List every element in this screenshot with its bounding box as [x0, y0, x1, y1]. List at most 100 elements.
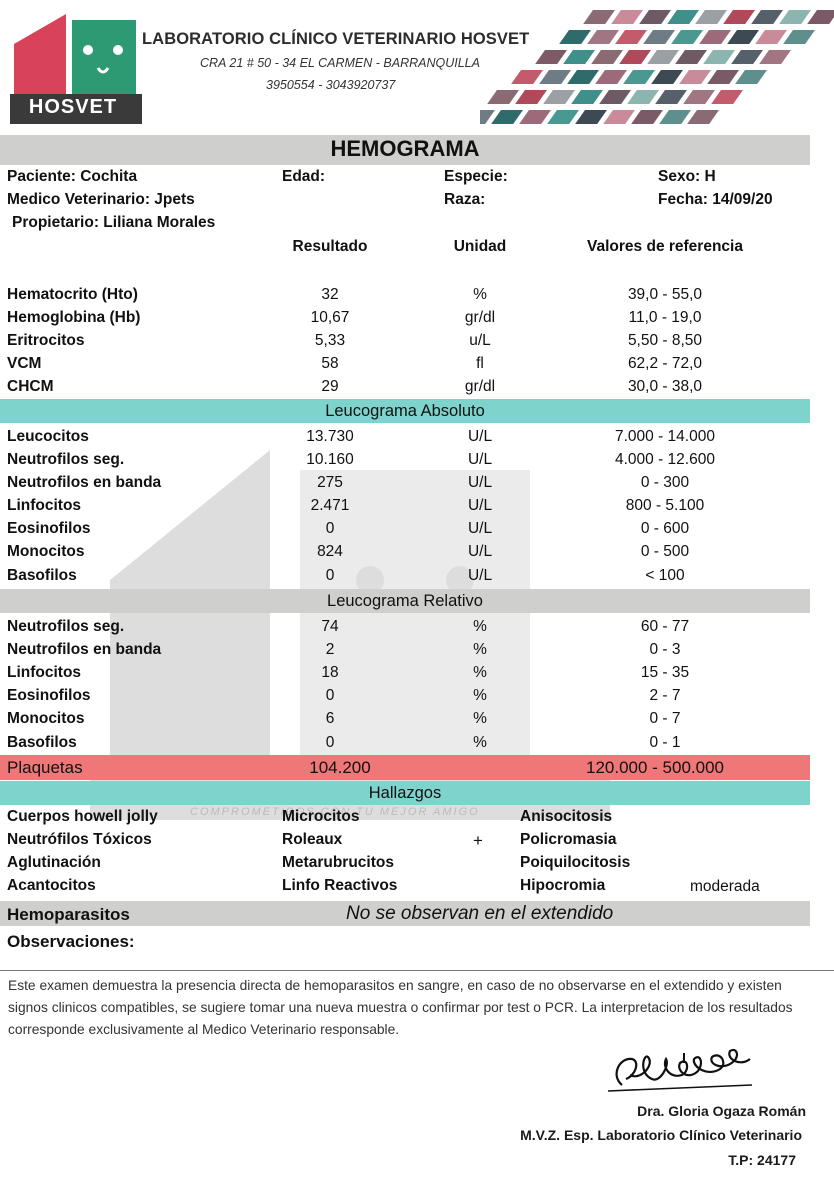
finding-item: Neutrófilos Tóxicos [7, 831, 152, 848]
row-value: 58 [321, 355, 339, 372]
row-ref: 39,0 - 55,0 [627, 286, 703, 303]
table-row: Monocitos 6 % 0 - 7 [0, 707, 834, 730]
row-unit: % [473, 286, 487, 303]
row-value: 0 [325, 687, 335, 704]
row-unit: U/L [467, 543, 493, 560]
row-unit: U/L [467, 497, 493, 514]
row-label: Neutrofilos seg. [7, 618, 125, 635]
row-label: Neutrofilos en banda [7, 474, 162, 491]
row-ref: 800 - 5.100 [625, 497, 705, 514]
row-value: 10.160 [306, 451, 354, 468]
title-bar [0, 135, 810, 165]
table-row: Neutrofilos seg. 74 % 60 - 77 [0, 615, 834, 638]
row-ref: 0 - 300 [640, 474, 690, 491]
table-row: Leucocitos 13.730 U/L 7.000 - 14.000 [0, 425, 834, 448]
row-unit: % [473, 734, 487, 751]
patient-species: Especie: [444, 168, 508, 185]
observaciones-label: Observaciones: [7, 932, 135, 951]
row-value: 0 [325, 520, 335, 537]
row-unit: U/L [467, 451, 493, 468]
row-unit: % [473, 618, 487, 635]
row-label: Eosinofilos [7, 520, 91, 537]
row-ref: 7.000 - 14.000 [615, 428, 715, 445]
table-row: Eosinofilos 0 % 2 - 7 [0, 684, 834, 707]
plaquetas-bar [0, 755, 810, 780]
patient-name: Paciente: Cochita [7, 168, 138, 185]
table-row: Hemoglobina (Hb) 10,67 gr/dl 11,0 - 19,0 [0, 306, 834, 329]
patient-date: Fecha: 14/09/20 [658, 191, 773, 208]
row-unit: gr/dl [464, 378, 496, 395]
row-value: 18 [321, 664, 339, 681]
row-ref: 60 - 77 [640, 618, 690, 635]
row-value: 5,33 [314, 332, 346, 349]
leuco-abs-title: Leucograma Absoluto [325, 402, 485, 420]
row-ref: 11,0 - 19,0 [628, 309, 702, 326]
table-row: Hematocrito (Hto) 32 % 39,0 - 55,0 [0, 283, 834, 306]
finding-item: Acantocitos [7, 877, 96, 894]
table-row: Eosinofilos 0 U/L 0 - 600 [0, 517, 834, 540]
row-label: Basofilos [7, 567, 77, 584]
finding-item: Anisocitosis [520, 808, 613, 825]
signature-name: Dra. Gloria Ogaza Román [637, 1103, 806, 1119]
table-row: CHCM 29 gr/dl 30,0 - 38,0 [0, 375, 834, 398]
disclaimer-text: Este examen demuestra la presencia direc… [8, 978, 793, 1037]
row-label: Leucocitos [7, 428, 89, 445]
row-unit: U/L [467, 474, 493, 491]
row-value: 275 [317, 474, 343, 491]
hemoparasitos-value: No se observan en el extendido [346, 903, 614, 924]
finding-item: Cuerpos howell jolly [7, 808, 158, 825]
page-title: HEMOGRAMA [330, 136, 480, 161]
row-label: Monocitos [7, 543, 85, 560]
row-unit: % [473, 710, 487, 727]
patient-row-3: Propietario: Liliana Morales [0, 211, 834, 234]
row-ref: < 100 [645, 567, 685, 584]
row-unit: U/L [467, 428, 493, 445]
table-row: Neutrofilos en banda 275 U/L 0 - 300 [0, 471, 834, 494]
signature-title: M.V.Z. Esp. Laboratorio Clínico Veterina… [520, 1127, 802, 1143]
hemoparasitos-label: Hemoparasitos [7, 905, 130, 924]
finding-item: Aglutinación [7, 854, 101, 871]
row-unit: gr/dl [464, 309, 496, 326]
column-headers: Resultado Unidad Valores de referencia [0, 235, 834, 258]
row-ref: 15 - 35 [640, 664, 690, 681]
row-ref: 0 - 600 [640, 520, 690, 537]
row-unit: % [473, 664, 487, 681]
patient-row-1: Paciente: Cochita Edad: Especie: Sexo: H [0, 165, 834, 188]
col-referencia: Valores de referencia [587, 238, 743, 255]
hallazgos-bar [0, 781, 810, 805]
row-ref: 4.000 - 12.600 [615, 451, 715, 468]
finding-value: moderada [690, 878, 760, 895]
leuco-abs-bar [0, 399, 810, 423]
leuco-rel-title: Leucograma Relativo [327, 592, 483, 610]
hosvet-logo-icon [10, 14, 142, 124]
finding-mark: + [473, 831, 483, 850]
row-value: 2.471 [310, 497, 350, 514]
row-ref: 0 - 3 [649, 641, 681, 658]
row-unit: % [473, 687, 487, 704]
logo-text: HOSVET [28, 96, 118, 118]
table-row: Eritrocitos 5,33 u/L 5,50 - 8,50 [0, 329, 834, 352]
finding-item: Metarubrucitos [282, 854, 394, 871]
plaquetas-row: Plaquetas 104.200 120.000 - 500.000 [0, 756, 834, 779]
table-row: Linfocitos 18 % 15 - 35 [0, 661, 834, 684]
patient-age: Edad: [282, 168, 326, 185]
table-row: Neutrofilos seg. 10.160 U/L 4.000 - 12.6… [0, 448, 834, 471]
row-label: Linfocitos [7, 664, 82, 681]
row-unit: U/L [467, 567, 493, 584]
finding-item: Poiquilocitosis [520, 854, 631, 871]
row-unit: % [473, 641, 487, 658]
row-value: 29 [321, 378, 339, 395]
col-unidad: Unidad [453, 238, 507, 255]
finding-item: Policromasia [520, 831, 617, 848]
row-label: Eosinofilos [7, 687, 91, 704]
lab-phones: 3950554 - 3043920737 [266, 78, 396, 92]
row-value: 2 [325, 641, 335, 658]
row-ref: 62,2 - 72,0 [627, 355, 703, 372]
patient-vet: Medico Veterinario: Jpets [7, 191, 195, 208]
row-value: 0 [325, 567, 335, 584]
table-row: Basofilos 0 % 0 - 1 [0, 731, 834, 754]
row-ref: 0 - 500 [640, 543, 690, 560]
signature-icon [607, 1048, 753, 1092]
finding-item: Roleaux [282, 831, 343, 848]
leuco-rel-bar [0, 589, 810, 613]
